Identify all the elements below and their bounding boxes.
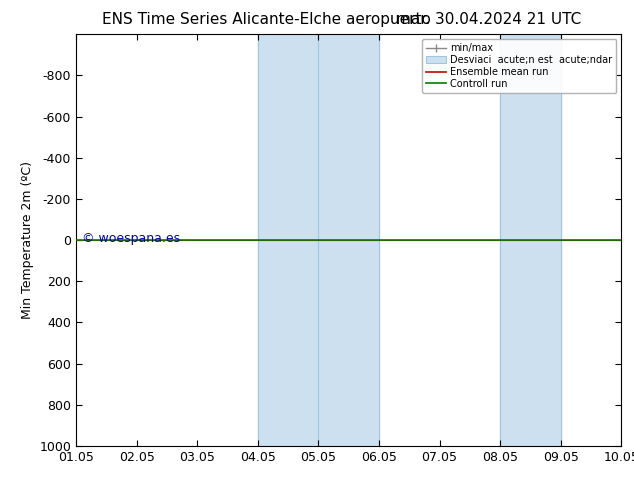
Text: © woespana.es: © woespana.es [82,232,179,245]
Bar [258,34,318,446]
Bar [500,34,560,446]
Text: ENS Time Series Alicante-Elche aeropuerto: ENS Time Series Alicante-Elche aeropuert… [102,12,430,27]
Legend: min/max, Desviaci  acute;n est  acute;ndar, Ensemble mean run, Controll run: min/max, Desviaci acute;n est acute;ndar… [422,39,616,93]
Bar [318,34,379,446]
Y-axis label: Min Temperature 2m (ºC): Min Temperature 2m (ºC) [21,161,34,319]
Text: mar. 30.04.2024 21 UTC: mar. 30.04.2024 21 UTC [396,12,581,27]
